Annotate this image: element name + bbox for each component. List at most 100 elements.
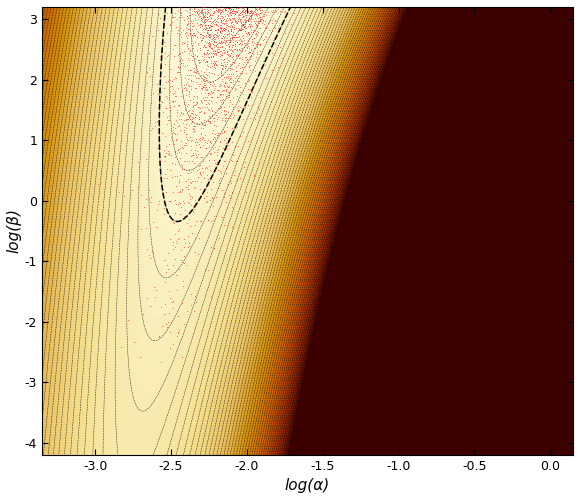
Point <box>179 109 188 117</box>
Point <box>193 46 202 54</box>
Point <box>208 44 217 52</box>
Point <box>218 65 227 73</box>
Point <box>222 70 231 78</box>
Point <box>240 18 249 25</box>
Point <box>252 44 262 52</box>
Point <box>200 6 209 14</box>
Point <box>183 16 192 24</box>
Point <box>236 132 245 140</box>
Point <box>176 256 186 264</box>
Point <box>224 40 233 48</box>
Point <box>245 85 255 93</box>
Point <box>205 166 215 174</box>
Point <box>223 74 232 82</box>
Point <box>164 112 173 120</box>
Point <box>144 64 153 72</box>
Point <box>222 32 231 40</box>
Point <box>183 31 193 39</box>
Point <box>219 190 229 198</box>
Point <box>160 132 169 140</box>
Point <box>191 113 200 121</box>
Point <box>251 8 260 16</box>
Point <box>204 54 213 62</box>
Point <box>219 194 229 202</box>
Point <box>206 11 215 19</box>
Point <box>212 92 222 100</box>
Point <box>189 98 198 106</box>
Point <box>230 8 239 16</box>
Point <box>212 13 222 21</box>
Point <box>227 14 236 22</box>
Point <box>231 8 241 16</box>
Point <box>171 92 180 100</box>
Point <box>202 8 212 16</box>
Point <box>227 84 236 92</box>
Point <box>235 26 245 34</box>
Point <box>164 51 173 59</box>
Point <box>185 112 194 120</box>
Point <box>171 146 180 154</box>
Point <box>188 122 198 130</box>
Point <box>184 56 194 64</box>
Point <box>218 52 227 60</box>
Point <box>256 4 265 12</box>
Point <box>197 8 206 16</box>
Point <box>188 166 197 173</box>
Point <box>246 14 255 22</box>
Point <box>237 14 246 22</box>
Point <box>202 57 211 65</box>
Point <box>254 112 263 120</box>
Point <box>242 16 251 24</box>
Point <box>193 20 202 28</box>
Point <box>156 358 165 366</box>
Point <box>187 116 197 124</box>
Point <box>187 38 197 46</box>
Point <box>177 12 186 20</box>
Point <box>215 176 224 184</box>
Point <box>209 142 218 150</box>
Point <box>203 62 212 70</box>
Point <box>257 6 266 14</box>
Point <box>209 86 218 94</box>
Point <box>206 138 215 146</box>
Point <box>251 14 260 22</box>
Point <box>170 172 179 180</box>
Point <box>256 50 265 58</box>
Point <box>226 45 235 53</box>
Point <box>252 38 262 46</box>
Point <box>220 82 230 90</box>
Point <box>217 50 226 58</box>
Point <box>213 74 223 82</box>
Point <box>189 102 198 110</box>
Point <box>242 6 251 14</box>
Point <box>237 37 246 45</box>
Point <box>254 4 263 12</box>
Point <box>190 64 199 72</box>
Point <box>190 68 199 76</box>
Point <box>187 114 197 122</box>
Point <box>195 80 205 88</box>
Point <box>177 144 187 152</box>
Point <box>173 68 183 76</box>
Point <box>206 16 215 24</box>
Point <box>215 36 224 44</box>
Point <box>222 92 231 100</box>
Point <box>196 12 205 20</box>
Point <box>213 18 223 26</box>
Point <box>281 29 290 37</box>
Point <box>209 36 218 44</box>
Point <box>231 24 240 32</box>
Point <box>204 72 213 80</box>
Point <box>220 4 229 12</box>
Point <box>185 178 194 186</box>
Point <box>213 25 223 33</box>
Point <box>191 78 201 86</box>
Point <box>227 31 237 39</box>
Point <box>208 82 217 90</box>
Point <box>228 38 237 46</box>
Point <box>202 144 211 152</box>
Point <box>255 15 264 23</box>
Point <box>185 111 194 119</box>
Point <box>234 77 244 85</box>
Point <box>214 113 223 121</box>
